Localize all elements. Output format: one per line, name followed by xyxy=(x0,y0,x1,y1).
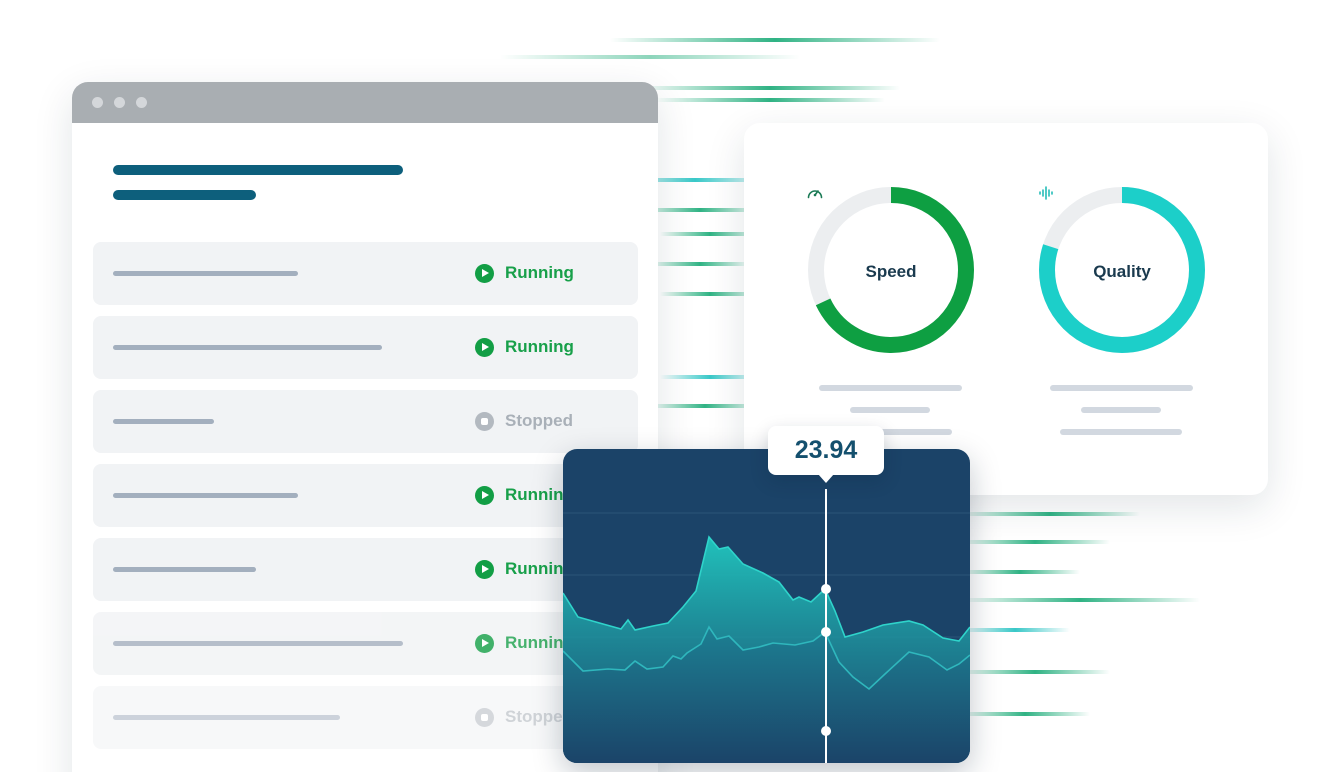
job-status-label: Stopped xyxy=(505,411,573,430)
job-status: Running xyxy=(475,263,574,283)
upper-series-line xyxy=(563,535,970,642)
lower-series-line xyxy=(563,625,970,691)
job-row[interactable]: Running xyxy=(93,242,638,305)
speed-caption-line xyxy=(819,385,962,391)
speed-caption-line xyxy=(850,407,930,413)
job-status-label: Running xyxy=(505,337,574,356)
speed-label: Speed xyxy=(865,262,917,281)
job-row[interactable]: Stopped xyxy=(93,686,638,749)
cursor-point-base xyxy=(821,726,831,736)
stop-icon xyxy=(475,411,494,431)
job-row[interactable]: Running xyxy=(93,316,638,379)
tooltip-value: 23.94 xyxy=(794,436,858,464)
quality-label: Quality xyxy=(1093,262,1151,281)
jobs-window: Running Running Stopped xyxy=(72,82,658,772)
job-status: Running xyxy=(475,337,574,357)
window-close-dot[interactable] xyxy=(92,97,103,108)
speed-gauge[interactable]: Speed xyxy=(806,185,976,355)
play-icon xyxy=(475,337,494,357)
speed-caption-line xyxy=(862,429,952,435)
job-row[interactable]: Running xyxy=(93,612,638,675)
lower-series-area xyxy=(563,627,970,763)
trend-chart[interactable] xyxy=(563,449,970,763)
job-row[interactable]: Running xyxy=(93,464,638,527)
job-status-label: Running xyxy=(505,485,574,504)
job-status-label: Running xyxy=(505,559,574,578)
subheading-placeholder-line xyxy=(113,190,256,200)
window-title-bar xyxy=(72,82,658,123)
quality-gauge-arc xyxy=(1039,187,1205,353)
job-name-placeholder xyxy=(113,567,256,572)
job-status-label: Running xyxy=(505,633,574,652)
waveform-icon xyxy=(1039,186,1053,200)
job-name-placeholder xyxy=(113,641,403,646)
play-icon xyxy=(475,263,494,283)
job-list: Running Running Stopped xyxy=(93,242,638,760)
window-minimize-dot[interactable] xyxy=(114,97,125,108)
quality-caption-line xyxy=(1050,385,1193,391)
job-status-label: Running xyxy=(505,263,574,282)
chart-value-tooltip: 23.94 xyxy=(768,426,884,483)
job-name-placeholder xyxy=(113,345,382,350)
job-status: Stopped xyxy=(475,411,573,431)
job-name-placeholder xyxy=(113,271,298,276)
job-name-placeholder xyxy=(113,715,340,720)
heading-placeholder-line xyxy=(113,165,403,175)
stop-icon xyxy=(475,707,494,727)
job-status: Stopped xyxy=(475,707,573,727)
play-icon xyxy=(475,559,494,579)
play-icon xyxy=(475,485,494,505)
job-status-label: Stopped xyxy=(505,707,573,726)
quality-caption-line xyxy=(1060,429,1182,435)
job-row[interactable]: Stopped xyxy=(93,390,638,453)
speedometer-icon xyxy=(807,190,823,199)
job-status: Running xyxy=(475,485,574,505)
quality-caption-line xyxy=(1081,407,1161,413)
speed-gauge-arc xyxy=(808,187,974,353)
job-name-placeholder xyxy=(113,493,298,498)
cursor-point-lower xyxy=(821,627,831,637)
job-name-placeholder xyxy=(113,419,214,424)
play-icon xyxy=(475,633,494,653)
job-status: Running xyxy=(475,559,574,579)
job-row[interactable]: Running xyxy=(93,538,638,601)
job-status: Running xyxy=(475,633,574,653)
cursor-point-upper xyxy=(821,584,831,594)
quality-gauge[interactable]: Quality xyxy=(1037,185,1207,355)
window-maximize-dot[interactable] xyxy=(136,97,147,108)
